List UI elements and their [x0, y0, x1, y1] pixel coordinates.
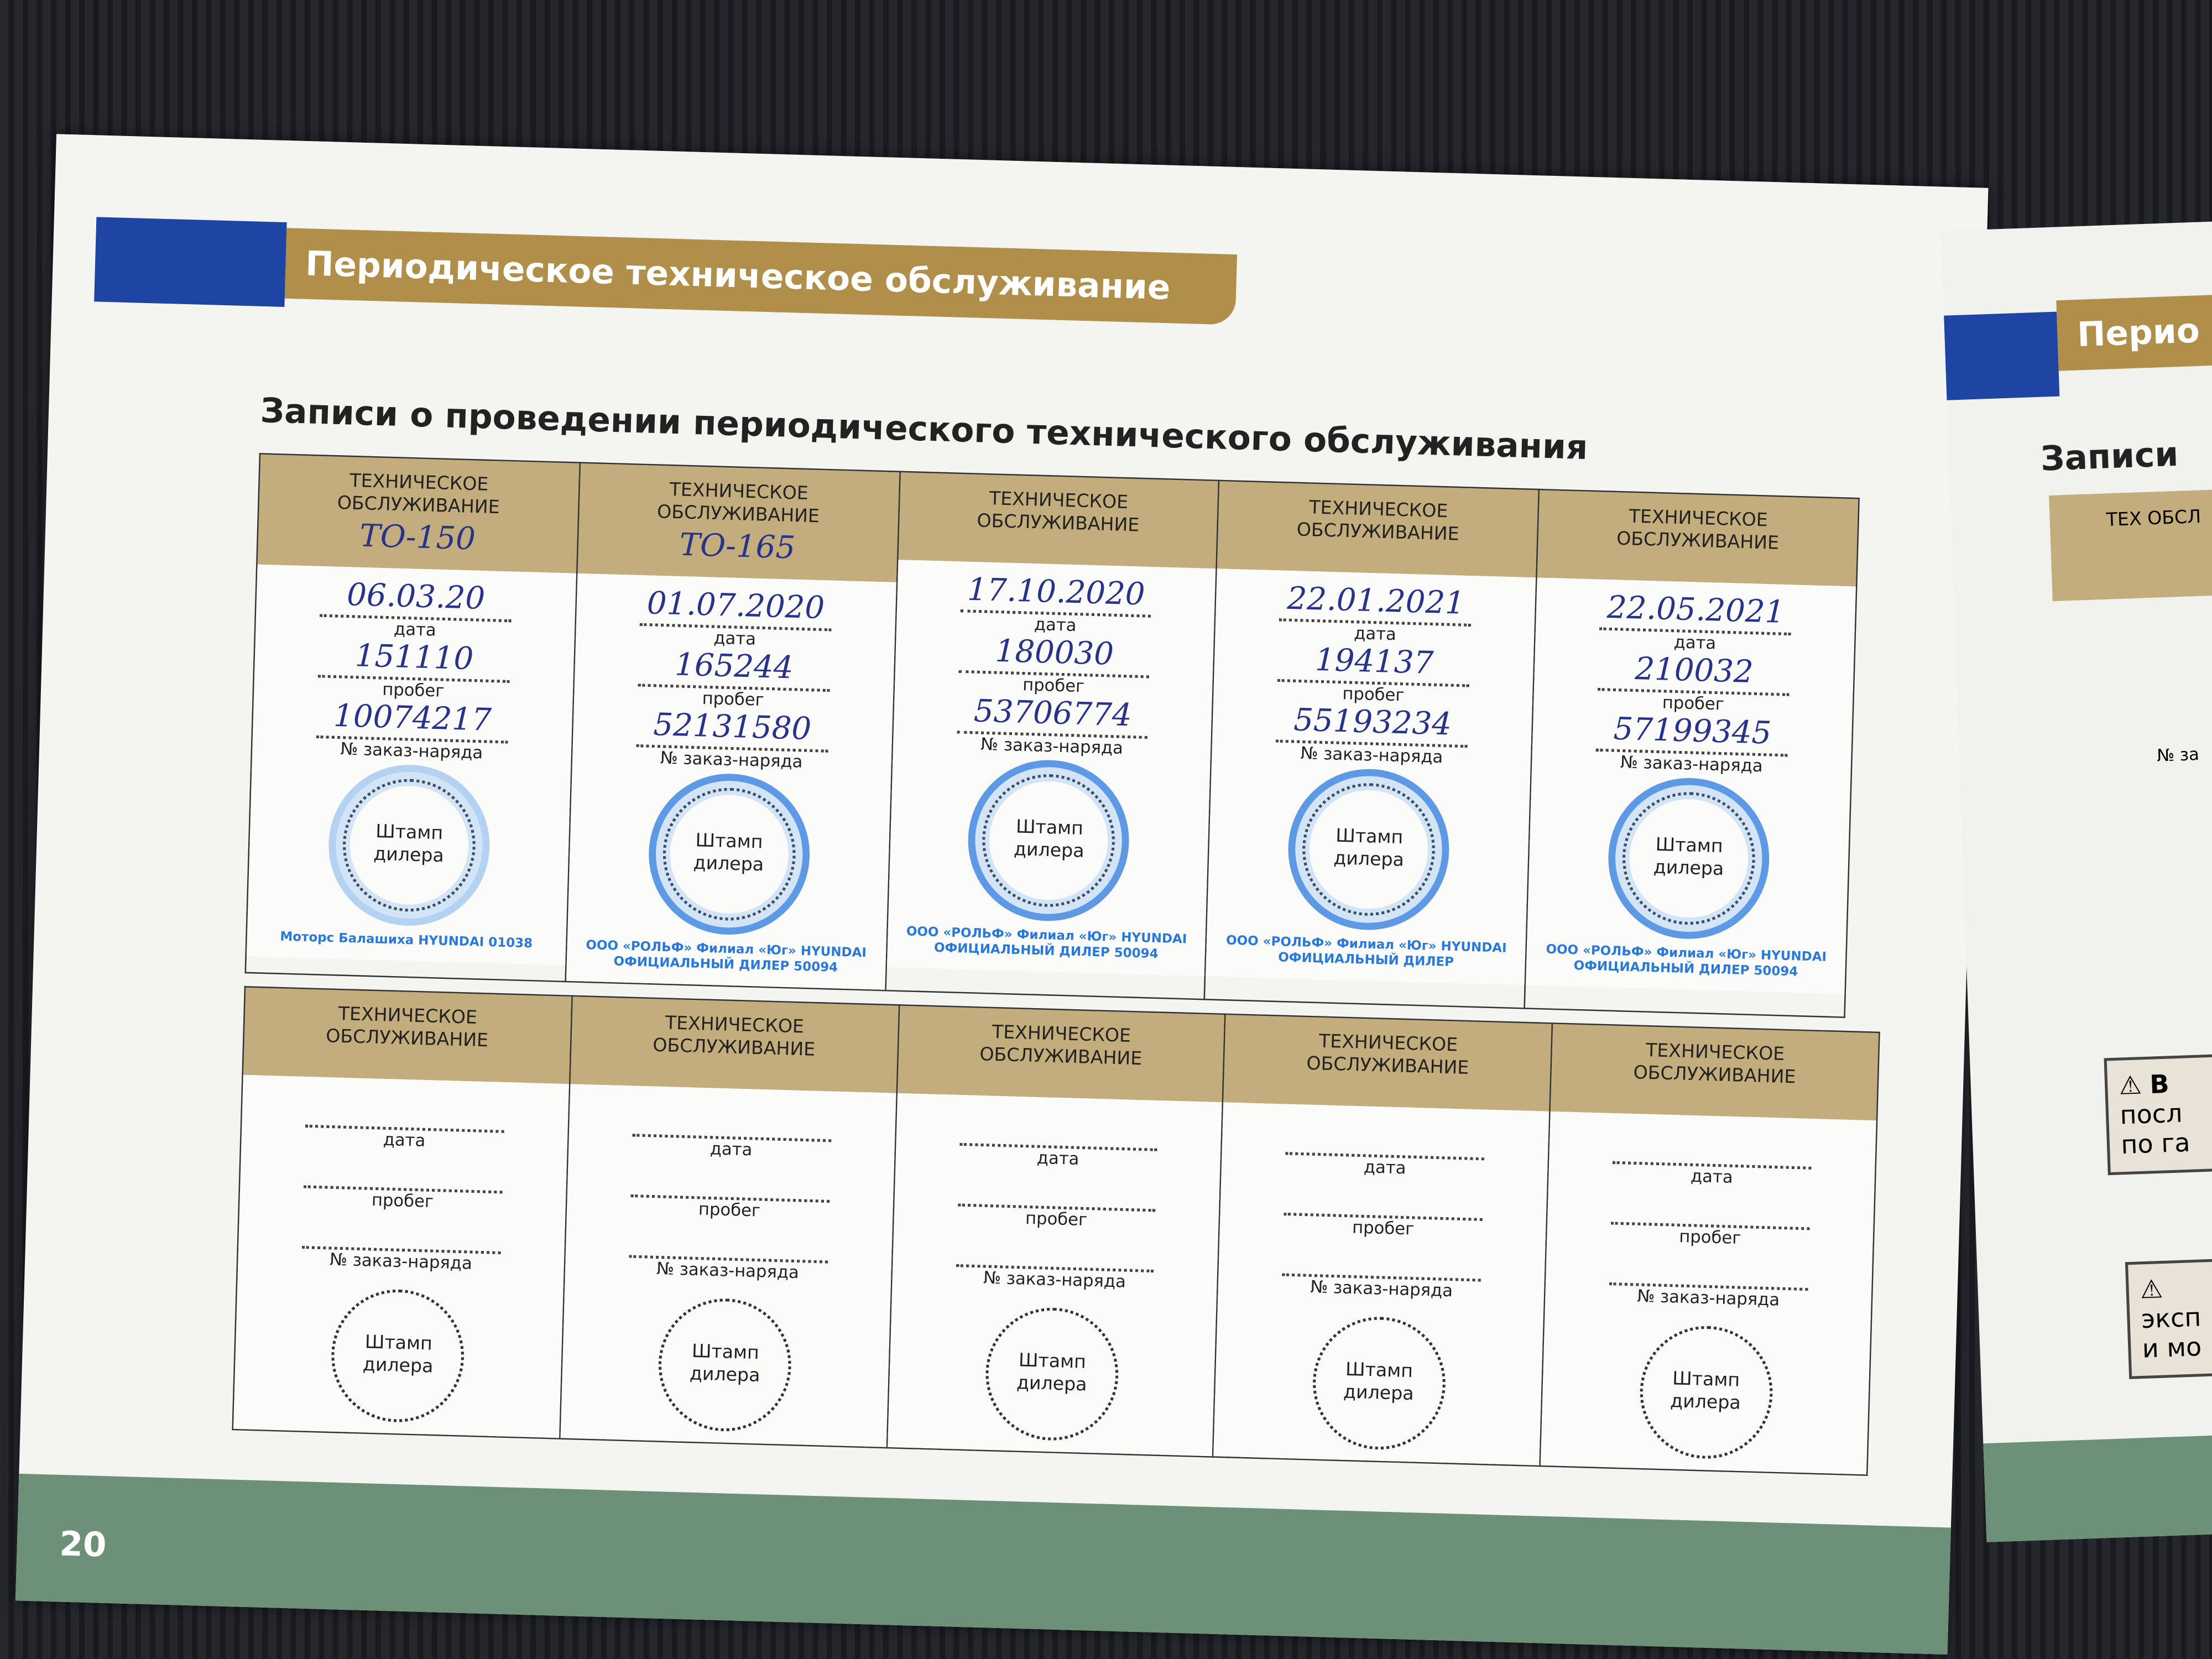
- stamp-area: Штамп дилера: [1606, 775, 1772, 941]
- record-header: ТЕХНИЧЕСКОЕ ОБСЛУЖИВАНИЕ ТО-150: [257, 454, 579, 573]
- service-record: ТЕХНИЧЕСКОЕ ОБСЛУЖИВАНИЕ 22.01.2021 дата …: [1204, 480, 1540, 1009]
- stamp-label: Штамп дилера: [1343, 1359, 1415, 1406]
- service-label: ТЕХНИЧЕСКОЕ ОБСЛУЖИВАНИЕ: [1633, 1040, 1796, 1089]
- handwritten-date: 01.07.2020: [646, 586, 825, 627]
- stamp-area: Штамп дилера: [657, 1297, 794, 1433]
- warning-text: и мо: [2142, 1333, 2202, 1365]
- blue-band: [1944, 311, 2060, 400]
- service-label: ТЕХНИЧЕСКОЕ ОБСЛУЖИВАНИЕ: [1306, 1031, 1469, 1080]
- page-footer: [1983, 1432, 2212, 1542]
- table-header: ТЕХ ОБСЛ: [2049, 488, 2212, 602]
- service-record: ТЕХНИЧЕСКОЕ ОБСЛУЖИВАНИЕ дата пробег № з…: [1540, 1023, 1880, 1475]
- record-header: ТЕХНИЧЕСКОЕ ОБСЛУЖИВАНИЕ: [1217, 481, 1538, 578]
- stamp-label: Штамп дилера: [373, 821, 445, 868]
- stamp-area: Штамп дилера: [984, 1306, 1120, 1442]
- stamp-area: Штамп дилера: [326, 763, 492, 928]
- stamp-label: Штамп дилера: [1333, 826, 1405, 872]
- stamp-label: Штамп дилера: [1016, 1350, 1088, 1396]
- stamp-area: Штамп дилера: [646, 771, 812, 937]
- stamp-area: Штамп дилера: [966, 758, 1132, 924]
- records-table-filled: ТЕХНИЧЕСКОЕ ОБСЛУЖИВАНИЕ ТО-150 06.03.20…: [244, 453, 1860, 1018]
- service-label: ТЕХНИЧЕСКОЕ ОБСЛУЖИВАНИЕ: [979, 1022, 1142, 1071]
- page-subtitle: Записи о проведении периодического техни…: [259, 390, 1589, 468]
- service-label: ТЕХНИЧЕСКОЕ ОБСЛУЖИВАНИЕ: [656, 479, 820, 528]
- page-footer: [15, 1473, 1989, 1655]
- stamp-text: ООО «РОЛЬФ» Филиал «Юг» HYUNDAI ОФИЦИАЛЬ…: [1546, 943, 1827, 980]
- handwritten-date: 17.10.2020: [967, 573, 1146, 613]
- page-subtitle: Записи: [2039, 434, 2179, 479]
- service-record: ТЕХНИЧЕСКОЕ ОБСЛУЖИВАНИЕ ТО-150 06.03.20…: [245, 453, 580, 982]
- stamp-text: ООО «РОЛЬФ» Филиал «Юг» HYUNDAI ОФИЦИАЛЬ…: [586, 939, 867, 976]
- service-label: ТЕХНИЧЕСКОЕ ОБСЛУЖИВАНИЕ: [976, 489, 1140, 537]
- next-page: Перио Записи ТЕХ ОБСЛ № за ⚠ В посл по г…: [1940, 221, 2212, 1542]
- service-label: ТЕХНИЧЕСКОЕ ОБСЛУЖИВАНИЕ: [1296, 498, 1460, 546]
- order-label: № за: [2156, 744, 2200, 766]
- service-record: ТЕХНИЧЕСКОЕ ОБСЛУЖИВАНИЕ 22.05.2021 дата …: [1525, 489, 1859, 1018]
- record-header: ТЕХНИЧЕСКОЕ ОБСЛУЖИВАНИЕ: [243, 987, 571, 1084]
- record-header: ТЕХНИЧЕСКОЕ ОБСЛУЖИВАНИЕ: [1224, 1015, 1552, 1112]
- warning-box: ⚠ эксп и мо: [2125, 1255, 2212, 1379]
- record-header: ТЕХНИЧЕСКОЕ ОБСЛУЖИВАНИЕ: [1551, 1024, 1879, 1121]
- warning-text: по га: [2120, 1128, 2191, 1161]
- stamp-label: Штамп дилера: [362, 1332, 434, 1378]
- blue-band: [94, 217, 287, 307]
- warning-title: В: [2149, 1070, 2170, 1100]
- record-header: ТЕХНИЧЕСКОЕ ОБСЛУЖИВАНИЕ ТО-165: [577, 463, 899, 582]
- warning-box: ⚠ В посл по га: [2104, 1051, 2212, 1176]
- warning-text: посл: [2119, 1099, 2183, 1131]
- service-label: ТЕХНИЧЕСКОЕ ОБСЛУЖИВАНИЕ: [337, 471, 500, 519]
- handwritten-service: ТО-150: [359, 519, 476, 558]
- section-title: Периодическое техническое обслуживание: [284, 228, 1238, 325]
- record-header: ТЕХНИЧЕСКОЕ ОБСЛУЖИВАНИЕ: [898, 472, 1219, 569]
- service-record: ТЕХНИЧЕСКОЕ ОБСЛУЖИВАНИЕ дата пробег № з…: [1213, 1014, 1553, 1467]
- stamp-area: Штамп дилера: [330, 1287, 467, 1424]
- warning-icon: ⚠: [2140, 1275, 2164, 1306]
- stamp-area: Штамп дилера: [1637, 1324, 1774, 1461]
- service-label: ТЕХНИЧЕСКОЕ ОБСЛУЖИВАНИЕ: [325, 1004, 489, 1052]
- handwritten-service: ТО-165: [679, 528, 796, 567]
- record-header: ТЕХНИЧЕСКОЕ ОБСЛУЖИВАНИЕ: [1537, 490, 1859, 587]
- warning-icon: ⚠: [2118, 1071, 2142, 1102]
- record-header: ТЕХНИЧЕСКОЕ ОБСЛУЖИВАНИЕ: [897, 1005, 1225, 1103]
- records-table-empty: ТЕХНИЧЕСКОЕ ОБСЛУЖИВАНИЕ дата пробег № з…: [232, 986, 1880, 1476]
- service-record: ТЕХНИЧЕСКОЕ ОБСЛУЖИВАНИЕ дата пробег № з…: [232, 987, 572, 1439]
- service-book-page: Периодическое техническое обслуживание З…: [15, 134, 1989, 1655]
- handwritten-date: 22.01.2021: [1286, 582, 1465, 622]
- service-label: ТЕХНИЧЕСКОЕ ОБСЛУЖИВАНИЕ: [1616, 507, 1780, 555]
- handwritten-date: 22.05.2021: [1606, 591, 1786, 632]
- service-record: ТЕХНИЧЕСКОЕ ОБСЛУЖИВАНИЕ ТО-165 01.07.20…: [565, 462, 900, 991]
- stamp-text: ООО «РОЛЬФ» Филиал «Юг» HYUNDAI ОФИЦИАЛЬ…: [906, 925, 1187, 962]
- stamp-text: ООО «РОЛЬФ» Филиал «Юг» HYUNDAI ОФИЦИАЛЬ…: [1225, 934, 1507, 971]
- section-title: Перио: [2056, 293, 2212, 371]
- stamp-area: Штамп дилера: [1286, 766, 1452, 932]
- stamp-area: Штамп дилера: [1311, 1315, 1447, 1452]
- stamp-label: Штамп дилера: [1653, 834, 1724, 881]
- record-header: ТЕХНИЧЕСКОЕ ОБСЛУЖИВАНИЕ: [570, 997, 898, 1093]
- warning-text: эксп: [2141, 1303, 2202, 1335]
- service-record: ТЕХНИЧЕСКОЕ ОБСЛУЖИВАНИЕ дата пробег № з…: [559, 995, 899, 1448]
- stamp-label: Штамп дилера: [693, 831, 764, 877]
- stamp-label: Штамп дилера: [1670, 1369, 1741, 1415]
- stamp-label: Штамп дилера: [1013, 817, 1085, 863]
- service-record: ТЕХНИЧЕСКОЕ ОБСЛУЖИВАНИЕ дата пробег № з…: [886, 1005, 1226, 1457]
- stamp-label: Штамп дилера: [689, 1341, 760, 1387]
- page-number: 20: [59, 1524, 107, 1566]
- service-record: ТЕХНИЧЕСКОЕ ОБСЛУЖИВАНИЕ 17.10.2020 дата …: [885, 471, 1219, 1000]
- handwritten-date: 06.03.20: [346, 578, 486, 618]
- service-label: ТЕХНИЧЕСКОЕ ОБСЛУЖИВАНИЕ: [652, 1013, 816, 1062]
- stamp-text: Моторс Балашиха HYUNDAI 01038: [280, 930, 533, 952]
